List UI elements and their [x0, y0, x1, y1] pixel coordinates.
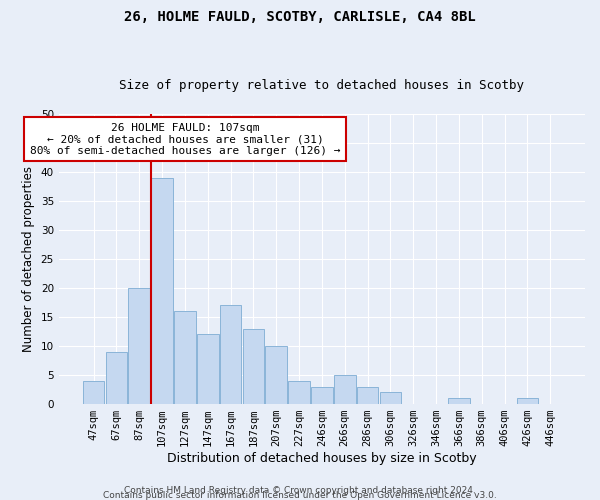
Bar [517, 398, 538, 404]
Bar [174, 312, 196, 404]
Bar [448, 398, 470, 404]
Bar [334, 375, 356, 404]
Bar [83, 381, 104, 404]
Title: Size of property relative to detached houses in Scotby: Size of property relative to detached ho… [119, 79, 524, 92]
Bar [197, 334, 218, 404]
Y-axis label: Number of detached properties: Number of detached properties [22, 166, 35, 352]
Text: Contains HM Land Registry data © Crown copyright and database right 2024.: Contains HM Land Registry data © Crown c… [124, 486, 476, 495]
Text: 26 HOLME FAULD: 107sqm
← 20% of detached houses are smaller (31)
80% of semi-det: 26 HOLME FAULD: 107sqm ← 20% of detached… [29, 122, 340, 156]
Bar [311, 386, 333, 404]
Bar [128, 288, 150, 404]
Text: Contains public sector information licensed under the Open Government Licence v3: Contains public sector information licen… [103, 491, 497, 500]
Bar [380, 392, 401, 404]
Bar [288, 381, 310, 404]
Bar [220, 306, 241, 404]
Bar [151, 178, 173, 404]
Bar [265, 346, 287, 404]
Bar [106, 352, 127, 404]
Text: 26, HOLME FAULD, SCOTBY, CARLISLE, CA4 8BL: 26, HOLME FAULD, SCOTBY, CARLISLE, CA4 8… [124, 10, 476, 24]
Bar [242, 328, 264, 404]
Bar [357, 386, 379, 404]
X-axis label: Distribution of detached houses by size in Scotby: Distribution of detached houses by size … [167, 452, 477, 465]
